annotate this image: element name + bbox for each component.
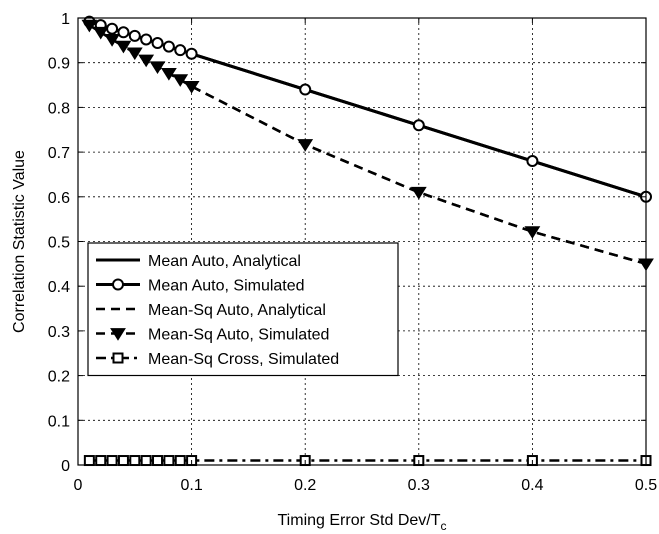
x-tick-label: 0.2 <box>294 477 316 494</box>
y-tick-label: 0 <box>61 458 70 475</box>
legend-entry: Mean Auto, Simulated <box>96 278 305 295</box>
legend-entry: Mean Auto, Analytical <box>96 253 301 270</box>
circle-marker <box>112 278 124 291</box>
circle-marker <box>162 40 175 53</box>
triangle-marker <box>172 74 189 87</box>
y-tick-label: 0.1 <box>48 413 70 430</box>
legend-entry: Mean-Sq Auto, Simulated <box>96 327 329 344</box>
triangle-marker <box>104 34 120 47</box>
circle-marker <box>117 26 130 39</box>
x-tick-label: 0.1 <box>180 477 202 494</box>
y-tick-label: 0.2 <box>48 369 70 386</box>
grid <box>78 18 646 465</box>
y-tick-label: 0.7 <box>48 145 70 162</box>
circle-marker <box>106 22 119 35</box>
y-tick-label: 0.6 <box>48 190 70 207</box>
y-tick-label: 0.5 <box>48 235 70 252</box>
legend-label: Mean-Sq Auto, Analytical <box>148 302 326 319</box>
x-tick-label: 0.3 <box>408 477 430 494</box>
circle-marker <box>174 44 187 57</box>
legend-entry: Mean-Sq Cross, Simulated <box>96 351 339 368</box>
y-tick-label: 0.8 <box>48 100 70 117</box>
legend-box <box>87 242 399 377</box>
triangle-marker <box>183 80 200 94</box>
y-axis-label: Correlation Statistic Value <box>11 150 28 333</box>
square-marker <box>117 455 129 467</box>
legend-label: Mean-Sq Auto, Simulated <box>148 327 329 344</box>
legend-label: Mean Auto, Analytical <box>148 253 301 270</box>
square-marker <box>129 455 141 467</box>
x-axis-label-main: Timing Error Std Dev/T <box>278 512 441 529</box>
square-marker <box>112 352 124 364</box>
series-2 <box>83 15 652 203</box>
series-layer <box>81 15 654 467</box>
square-marker <box>140 455 152 467</box>
triangle-marker <box>524 226 541 239</box>
y-tick-label: 1 <box>61 11 70 28</box>
triangle-marker <box>126 47 143 61</box>
x-tick-label: 0.4 <box>521 477 543 494</box>
y-tick-label: 0.4 <box>48 279 70 296</box>
series-4 <box>81 19 654 272</box>
triangle-marker <box>81 19 98 33</box>
circle-marker <box>151 37 164 50</box>
legend-label: Mean Auto, Simulated <box>148 278 305 295</box>
circle-marker <box>412 119 425 132</box>
square-marker <box>83 455 95 467</box>
x-tick-label: 0 <box>74 477 83 494</box>
triangle-marker <box>110 328 126 341</box>
triangle-marker <box>149 61 166 74</box>
x-tick-label: 0.5 <box>635 477 657 494</box>
series-5 <box>83 455 652 467</box>
x-axis-label: Timing Error Std Dev/Tc <box>278 512 447 533</box>
circle-marker <box>526 155 539 168</box>
triangle-marker <box>160 68 177 81</box>
square-marker <box>163 455 175 467</box>
triangle-marker <box>297 139 314 152</box>
triangle-marker <box>115 40 132 54</box>
y-tick-label: 0.9 <box>48 56 70 73</box>
ticks: 0 0.1 0.2 0.3 0.4 0.5 0 0.1 0.2 0.3 0.4 0.5 0.6 0.7 0.… <box>48 11 657 494</box>
circle-marker <box>128 29 141 42</box>
y-tick-label: 0.3 <box>48 324 70 341</box>
square-marker <box>152 455 164 467</box>
circle-marker <box>299 83 312 96</box>
square-marker <box>95 455 107 467</box>
legend: Mean Auto, Analytical Mean Auto, Simulate… <box>87 242 399 377</box>
square-marker <box>106 455 118 467</box>
circle-marker <box>140 33 153 46</box>
series-3 <box>88 24 647 266</box>
x-axis-label-subscript: c <box>441 519 447 533</box>
legend-entry: Mean-Sq Auto, Analytical <box>96 302 326 319</box>
series-line <box>88 24 647 266</box>
circle-marker <box>185 47 198 60</box>
triangle-marker <box>138 54 155 68</box>
triangle-marker <box>92 26 109 40</box>
triangle-marker <box>410 186 427 200</box>
legend-label: Mean-Sq Cross, Simulated <box>148 351 339 368</box>
square-marker <box>174 455 186 467</box>
series-line <box>88 24 647 266</box>
